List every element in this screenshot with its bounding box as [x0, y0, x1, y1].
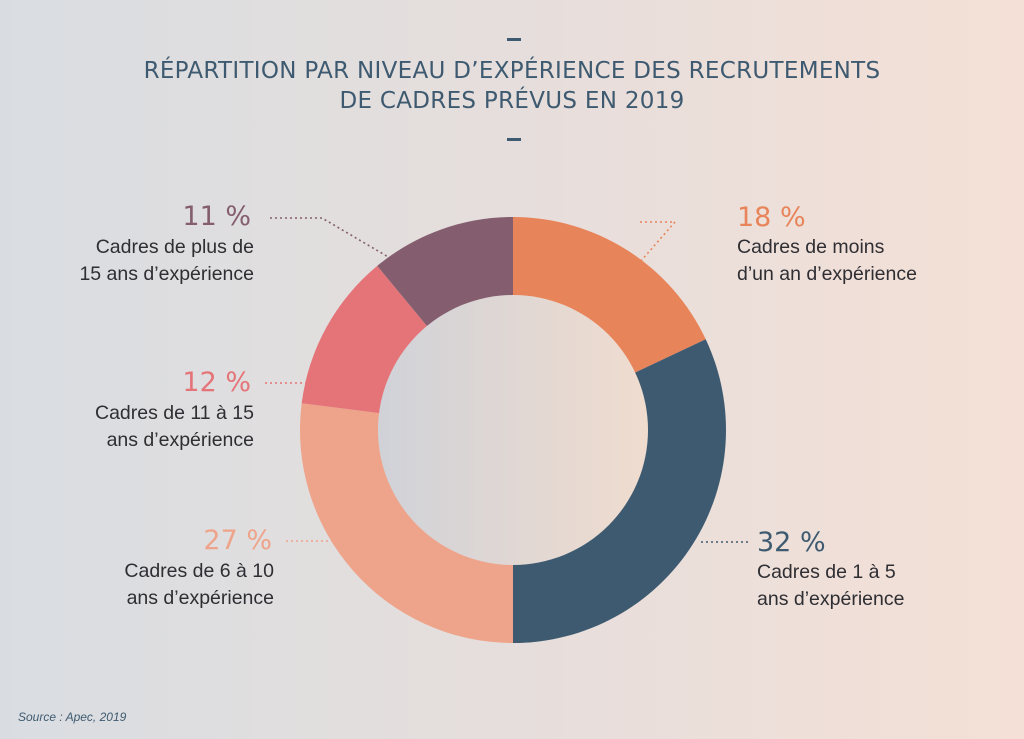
chart-title-line-1: RÉPARTITION PAR NIVEAU D’EXPÉRIENCE DES … — [143, 58, 881, 84]
chart-title: RÉPARTITION PAR NIVEAU D’EXPÉRIENCE DES … — [0, 56, 1024, 116]
slice-pct-0: 18 % — [737, 202, 806, 233]
title-dash-top — [507, 38, 521, 41]
slice-desc-0: Cadres de moins d’un an d’expérience — [737, 234, 917, 288]
slice-desc-0-line-1: Cadres de moins — [737, 236, 885, 258]
slice-pct-1: 32 % — [757, 527, 826, 558]
slice-desc-1-line-1: Cadres de 1 à 5 — [757, 561, 896, 583]
source-note: Source : Apec, 2019 — [18, 710, 127, 724]
leader-line-0 — [639, 221, 677, 263]
slice-desc-4-line-1: Cadres de plus de — [95, 236, 254, 258]
slice-desc-1: Cadres de 1 à 5 ans d’expérience — [757, 559, 904, 613]
slice-desc-2: Cadres de 6 à 10 ans d’expérience — [124, 558, 274, 612]
slice-pct-3: 12 % — [182, 367, 251, 398]
leader-line-4 — [270, 217, 391, 259]
slice-pct-2: 27 % — [203, 525, 272, 556]
donut-hole — [378, 295, 648, 565]
slice-pct-4: 11 % — [182, 201, 251, 232]
slice-desc-0-line-2: d’un an d’expérience — [737, 263, 917, 285]
slice-desc-3-line-1: Cadres de 11 à 15 — [95, 402, 254, 424]
slice-desc-4: Cadres de plus de 15 ans d’expérience — [79, 234, 254, 288]
slice-desc-3: Cadres de 11 à 15 ans d’expérience — [95, 400, 254, 454]
slice-desc-1-line-2: ans d’expérience — [757, 588, 905, 610]
slice-desc-4-line-2: 15 ans d’expérience — [79, 263, 254, 285]
slice-desc-2-line-2: ans d’expérience — [126, 587, 274, 609]
slice-desc-3-line-2: ans d’expérience — [106, 429, 254, 451]
slice-desc-2-line-1: Cadres de 6 à 10 — [124, 560, 274, 582]
chart-title-line-2: DE CADRES PRÉVUS EN 2019 — [339, 88, 685, 114]
title-dash-bottom — [507, 138, 521, 141]
